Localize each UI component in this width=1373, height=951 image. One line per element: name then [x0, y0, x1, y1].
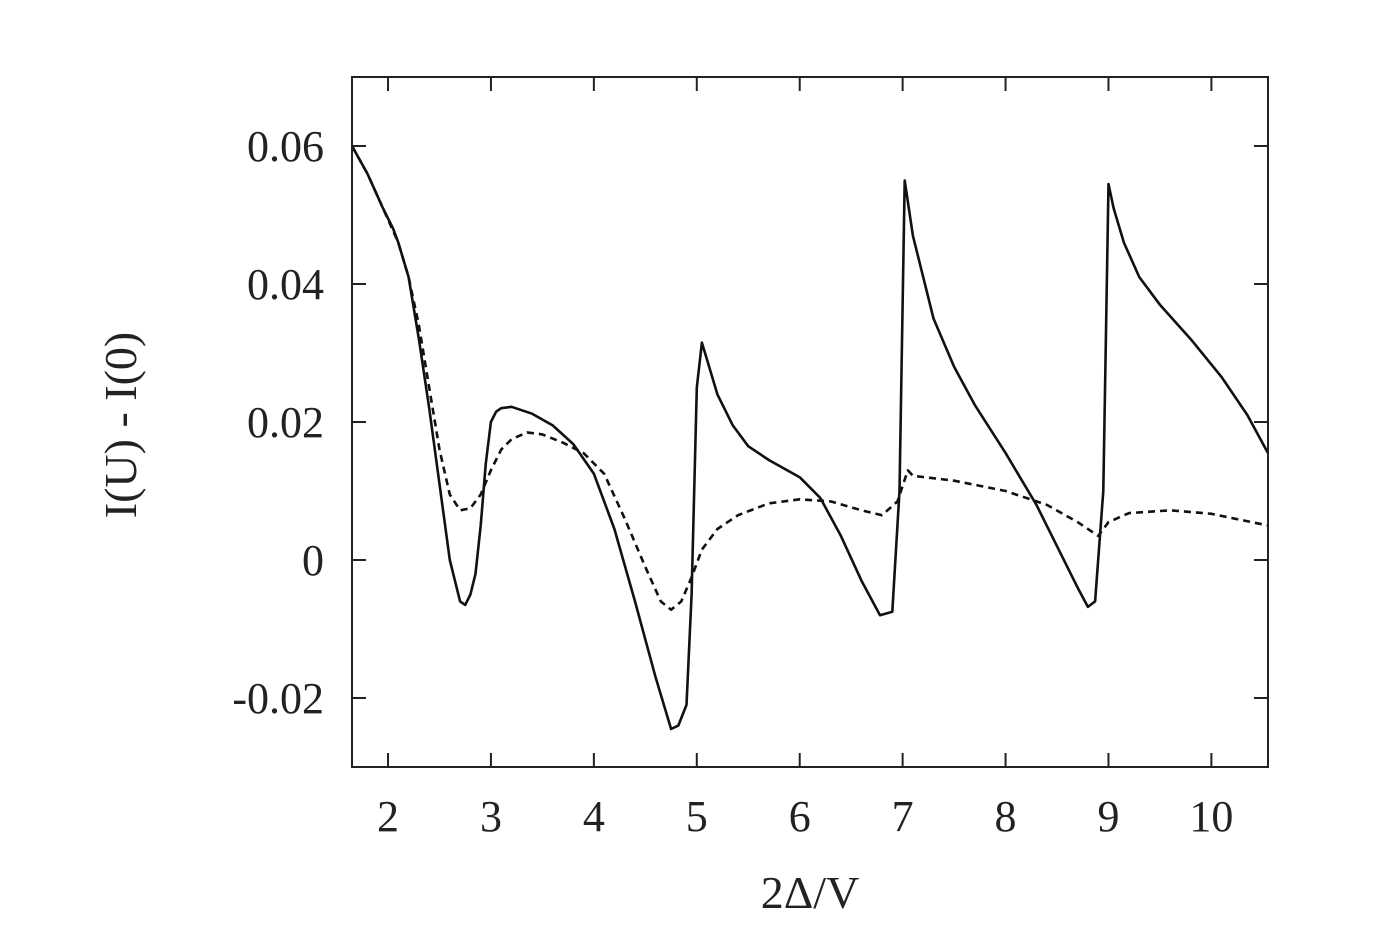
x-tick-label: 6	[789, 792, 811, 841]
x-tick-label: 5	[686, 792, 708, 841]
y-tick-label: 0	[302, 536, 324, 585]
y-axis-title: I(U) - I(0)	[95, 332, 146, 518]
x-tick-label: 3	[480, 792, 502, 841]
tick-layer: 2 3 4 5 6 7 8 9 10 -0.02 0 0.02 0.04 0.06	[232, 77, 1268, 841]
y-tick-label: 0.02	[247, 398, 324, 447]
solid-series-line	[350, 145, 1270, 731]
series-layer	[350, 145, 1270, 731]
x-tick-label: 2	[377, 792, 399, 841]
y-tick-label: 0.04	[247, 260, 324, 309]
plot-frame	[351, 76, 1269, 768]
x-tick-label: 4	[583, 792, 605, 841]
x-axis-title: 2Δ/V	[761, 867, 860, 918]
x-tick-label: 8	[995, 792, 1017, 841]
x-tick-label: 10	[1189, 792, 1233, 841]
x-tick-label: 7	[892, 792, 914, 841]
y-tick-label: -0.02	[232, 674, 324, 723]
dashed-series-line	[350, 145, 1269, 611]
y-tick-label: 0.06	[247, 122, 324, 171]
x-tick-label: 9	[1097, 792, 1119, 841]
